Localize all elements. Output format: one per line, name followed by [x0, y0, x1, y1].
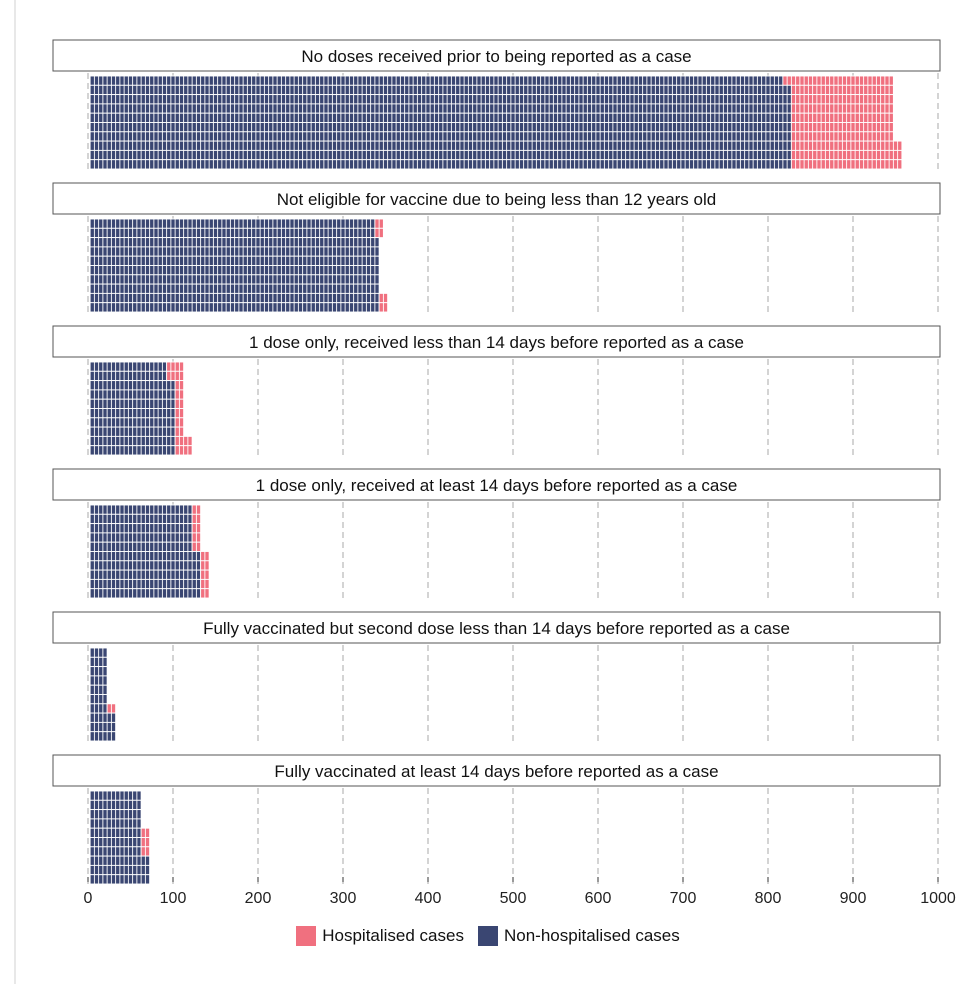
legend-item-hospitalised: Hospitalised cases [296, 926, 464, 946]
bar-non-hospitalised [89, 122, 792, 133]
bar-non-hospitalised [89, 84, 792, 96]
bar-non-hospitalised [89, 103, 792, 114]
bar-non-hospitalised [89, 94, 792, 105]
panel-strip [52, 182, 941, 215]
x-tick-label: 600 [585, 890, 612, 907]
window-left-border [14, 0, 16, 984]
panel-4: 1 dose only, received at least 14 days b… [52, 468, 941, 600]
bar-non-hospitalised [89, 149, 792, 161]
x-tick-label: 100 [160, 890, 187, 907]
bar-non-hospitalised [89, 140, 792, 151]
legend-label-hospitalised: Hospitalised cases [322, 926, 464, 945]
x-tick-label: 900 [840, 890, 867, 907]
panel-1: No doses received prior to being reporte… [52, 39, 941, 171]
panel-strip [52, 754, 941, 787]
x-tick-label: 1000 [920, 890, 956, 907]
panel-strip [52, 468, 941, 501]
panel-title: Fully vaccinated but second dose less th… [203, 619, 790, 638]
panel-title: 1 dose only, received less than 14 days … [249, 333, 744, 352]
legend-swatch-hospitalised [296, 926, 317, 946]
x-tick-label: 0 [84, 890, 93, 907]
x-tick-label: 200 [245, 890, 272, 907]
legend-label-non-hospitalised: Non-hospitalised cases [503, 926, 680, 945]
legend-item-non-hospitalised: Non-hospitalised cases [477, 926, 680, 946]
panel-title: 1 dose only, received at least 14 days b… [256, 476, 738, 495]
bar-non-hospitalised [89, 112, 792, 123]
panel-strip [52, 611, 941, 644]
panel-title: Not eligible for vaccine due to being le… [277, 190, 716, 209]
bar-non-hospitalised [89, 75, 784, 86]
panel-title: No doses received prior to being reporte… [301, 47, 691, 66]
bar-non-hospitalised [89, 159, 792, 170]
legend-swatch-non-hospitalised [477, 926, 498, 946]
x-tick-label: 500 [500, 890, 527, 907]
x-tick-label: 800 [755, 890, 782, 907]
panel-5: Fully vaccinated but second dose less th… [52, 611, 941, 743]
panel-3: 1 dose only, received less than 14 days … [52, 325, 941, 457]
x-tick-label: 700 [670, 890, 697, 907]
panel-strip [52, 39, 941, 72]
panel-2: Not eligible for vaccine due to being le… [52, 182, 941, 314]
panel-title: Fully vaccinated at least 14 days before… [274, 762, 718, 781]
waffle-chart: No doses received prior to being reporte… [52, 39, 956, 907]
legend: Hospitalised cases Non-hospitalised case… [0, 926, 976, 946]
panel-6: Fully vaccinated at least 14 days before… [52, 754, 941, 886]
x-tick-label: 400 [415, 890, 442, 907]
panel-strip [52, 325, 941, 358]
x-tick-label: 300 [330, 890, 357, 907]
bar-non-hospitalised [89, 131, 792, 142]
